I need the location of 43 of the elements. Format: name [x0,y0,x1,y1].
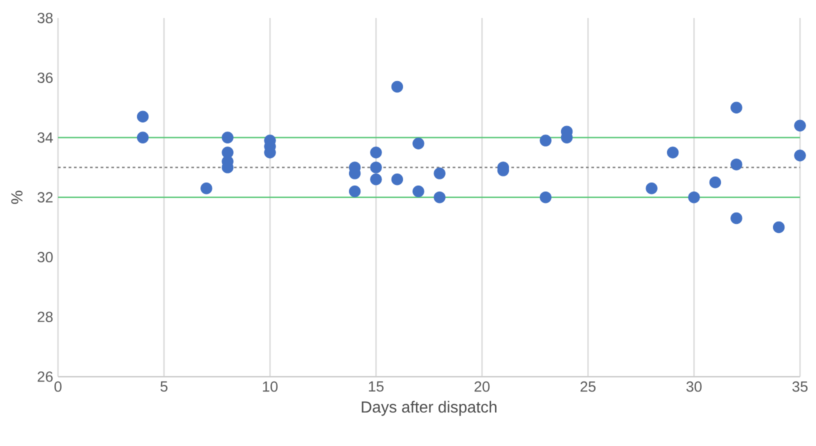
point [370,174,382,186]
y-tick-label: 26 [38,371,53,382]
point [412,138,424,150]
point [136,110,149,123]
x-tick-label: 25 [580,381,596,392]
x-tick-label: 35 [792,381,808,392]
point [666,146,679,158]
point [646,182,658,194]
point [709,176,722,188]
point [730,158,742,170]
point [200,182,212,194]
x-tick-label: 20 [474,381,490,392]
point [370,162,382,174]
point [412,185,424,198]
point [730,102,742,114]
point [136,132,149,144]
x-tick-label: 30 [686,381,702,392]
y-tick-label: 38 [38,12,53,24]
x-tick-label: 5 [160,381,168,392]
y-tick-label: 32 [38,192,53,203]
point [348,185,361,198]
point [391,80,404,93]
point [772,221,785,234]
point [730,212,742,224]
y-tick-label: 30 [38,252,53,262]
point [434,191,446,204]
point [391,174,404,186]
point [688,191,700,204]
point [222,132,234,144]
x-tick-label: 0 [54,381,62,392]
x-tick-label: 15 [368,381,384,392]
x-axis-title: Days after dispatch [362,400,496,416]
y-tick-label: 28 [38,312,53,322]
point [370,146,382,158]
point [540,191,552,204]
point [794,120,806,132]
y-tick-label: 36 [38,72,53,83]
point [794,150,806,162]
point [434,168,446,180]
y-axis-title: % [11,190,22,204]
x-tick-label: 10 [262,381,278,392]
y-tick-label: 34 [38,132,53,143]
point [540,134,552,146]
